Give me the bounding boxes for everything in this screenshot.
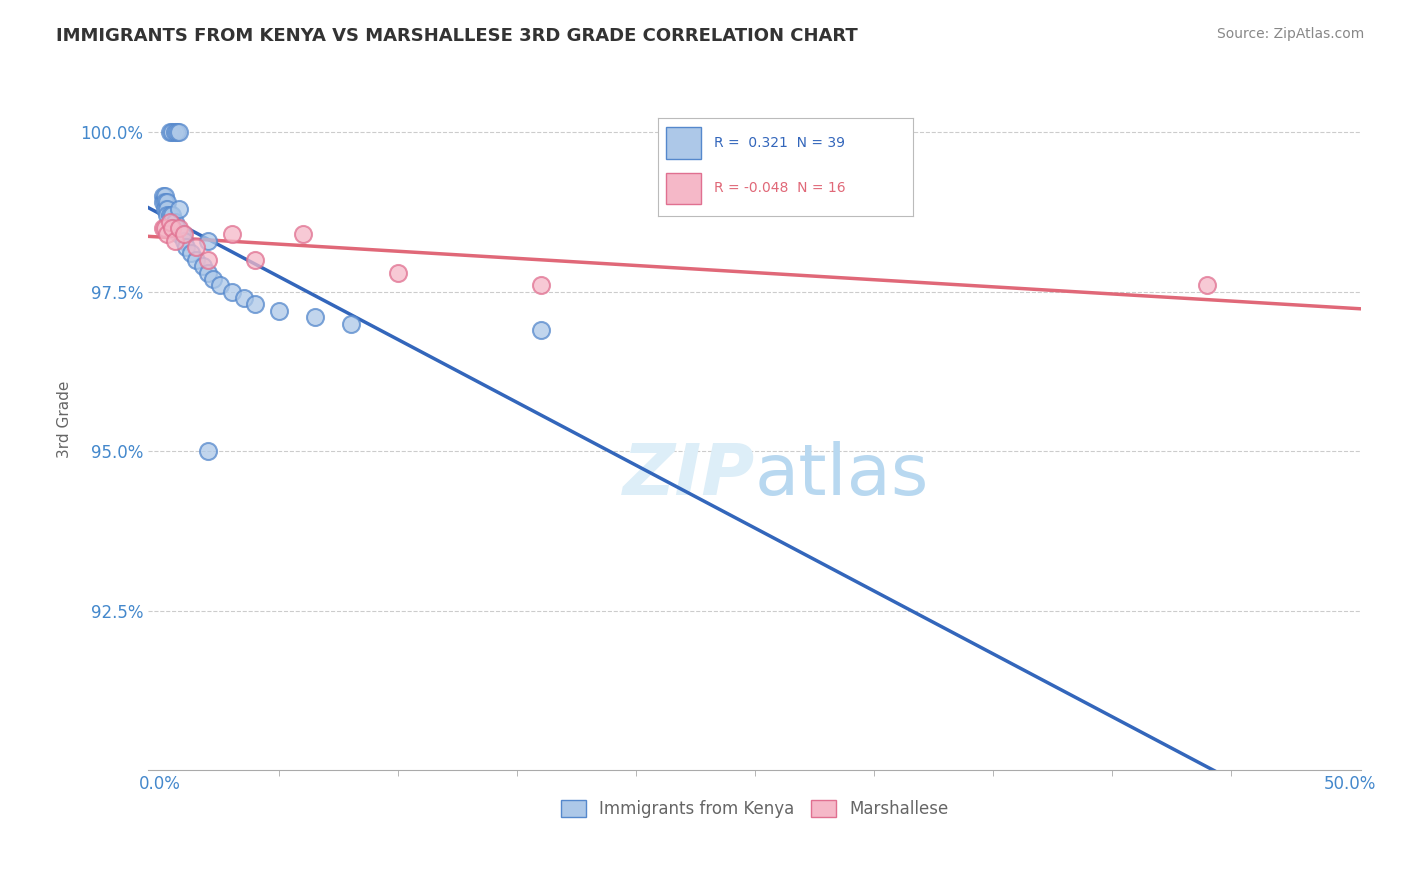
Point — [191, 259, 214, 273]
Text: atlas: atlas — [755, 441, 929, 510]
Point — [197, 444, 219, 458]
Point — [159, 208, 181, 222]
Point — [221, 227, 243, 242]
Point — [159, 125, 181, 139]
Point — [530, 323, 553, 337]
Point — [153, 195, 176, 210]
Point — [160, 221, 183, 235]
Point — [530, 278, 553, 293]
Point — [232, 291, 254, 305]
Text: IMMIGRANTS FROM KENYA VS MARSHALLESE 3RD GRADE CORRELATION CHART: IMMIGRANTS FROM KENYA VS MARSHALLESE 3RD… — [56, 27, 858, 45]
Point — [304, 310, 326, 325]
Point — [160, 208, 183, 222]
Point — [184, 252, 207, 267]
Point — [156, 227, 179, 242]
Point — [169, 221, 191, 235]
Point — [170, 227, 193, 242]
Point — [152, 221, 174, 235]
Point — [156, 202, 179, 216]
Point — [169, 202, 191, 216]
Y-axis label: 3rd Grade: 3rd Grade — [58, 381, 72, 458]
Point — [387, 266, 409, 280]
Point — [176, 240, 198, 254]
Point — [173, 227, 195, 242]
Legend: Immigrants from Kenya, Marshallese: Immigrants from Kenya, Marshallese — [554, 793, 956, 825]
Point — [156, 208, 179, 222]
Point — [166, 125, 188, 139]
Point — [339, 317, 361, 331]
Point — [159, 214, 181, 228]
Point — [245, 252, 267, 267]
Point — [156, 195, 179, 210]
Point — [197, 234, 219, 248]
Point — [169, 227, 191, 242]
Point — [160, 221, 183, 235]
Point — [152, 195, 174, 210]
Text: Source: ZipAtlas.com: Source: ZipAtlas.com — [1216, 27, 1364, 41]
Point — [1195, 278, 1218, 293]
Point — [221, 285, 243, 299]
Point — [153, 189, 176, 203]
Point — [173, 234, 195, 248]
Point — [208, 278, 231, 293]
Point — [169, 125, 191, 139]
Point — [184, 240, 207, 254]
Point — [153, 202, 176, 216]
Point — [152, 189, 174, 203]
Point — [153, 221, 176, 235]
Point — [201, 272, 224, 286]
Point — [166, 221, 188, 235]
Point — [197, 252, 219, 267]
Text: ZIP: ZIP — [623, 441, 755, 510]
Point — [269, 303, 291, 318]
Point — [291, 227, 314, 242]
Point — [163, 214, 186, 228]
Point — [163, 234, 186, 248]
Point — [163, 125, 186, 139]
Point — [245, 297, 267, 311]
Point — [160, 125, 183, 139]
Point — [160, 214, 183, 228]
Point — [197, 266, 219, 280]
Point — [180, 246, 202, 260]
